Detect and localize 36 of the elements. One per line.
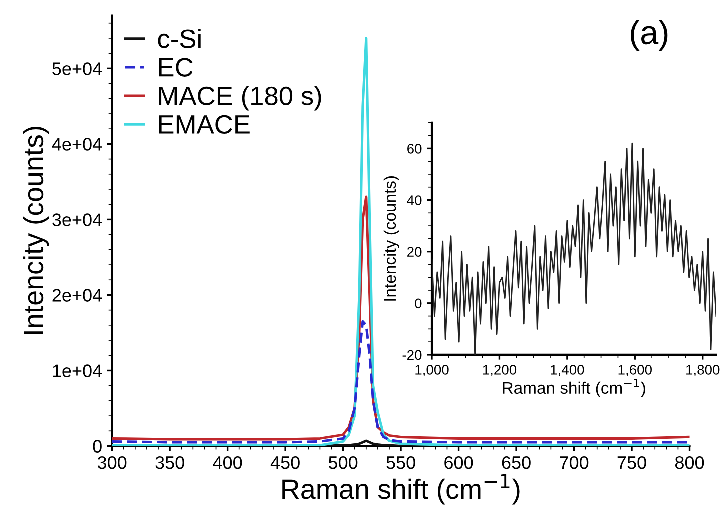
x-tick-label: 500	[328, 456, 358, 470]
legend-label: c-Si	[158, 29, 201, 48]
x-tick-label: 1,800	[686, 365, 720, 377]
x-tick-label: 1,400	[551, 365, 584, 377]
x-tick-label: 700	[560, 456, 589, 470]
x-tick-label: 1,600	[618, 365, 652, 377]
x-tick-label: 550	[386, 456, 416, 470]
y-tick-label: 4e+04	[52, 138, 102, 151]
y-axis-title: Intencity (counts)	[23, 126, 50, 334]
x-tick-label: 600	[444, 456, 474, 470]
y-axis-title: Intencity (counts)	[384, 176, 400, 301]
y-tick-label: 60	[408, 144, 422, 154]
x-tick-label: 750	[618, 456, 646, 470]
y-tick-label: 2e+04	[52, 289, 102, 302]
x-axis-title: Raman shift (cm$^{−1}$)	[282, 474, 520, 505]
annotation: (a)	[631, 20, 668, 52]
x-tick-label: 1,200	[483, 365, 517, 377]
x-tick-label: 1,000	[416, 365, 449, 377]
y-tick-label: 0	[93, 440, 102, 453]
y-tick-label: 0	[415, 298, 422, 309]
x-tick-label: 300	[98, 456, 127, 470]
y-tick-label: 3e+04	[52, 214, 102, 226]
y-tick-label: 40	[407, 196, 422, 206]
legend-label: EMACE	[159, 115, 250, 134]
x-tick-label: 350	[156, 456, 184, 470]
x-tick-label: 650	[502, 456, 531, 470]
legend-label: MACE (180 s)	[159, 86, 322, 111]
y-tick-label: 20	[408, 247, 422, 257]
x-axis-title: Raman shift (cm$^{−1}$)	[503, 379, 646, 398]
legend-label: EC	[159, 58, 193, 77]
y-tick-label: 5e+04	[52, 62, 102, 76]
y-tick-label: 1e+04	[53, 364, 102, 378]
y-tick-label: -20	[402, 350, 422, 360]
x-tick-label: 400	[213, 456, 242, 470]
x-tick-label: 450	[270, 456, 300, 470]
x-tick-label: 800	[675, 456, 704, 470]
